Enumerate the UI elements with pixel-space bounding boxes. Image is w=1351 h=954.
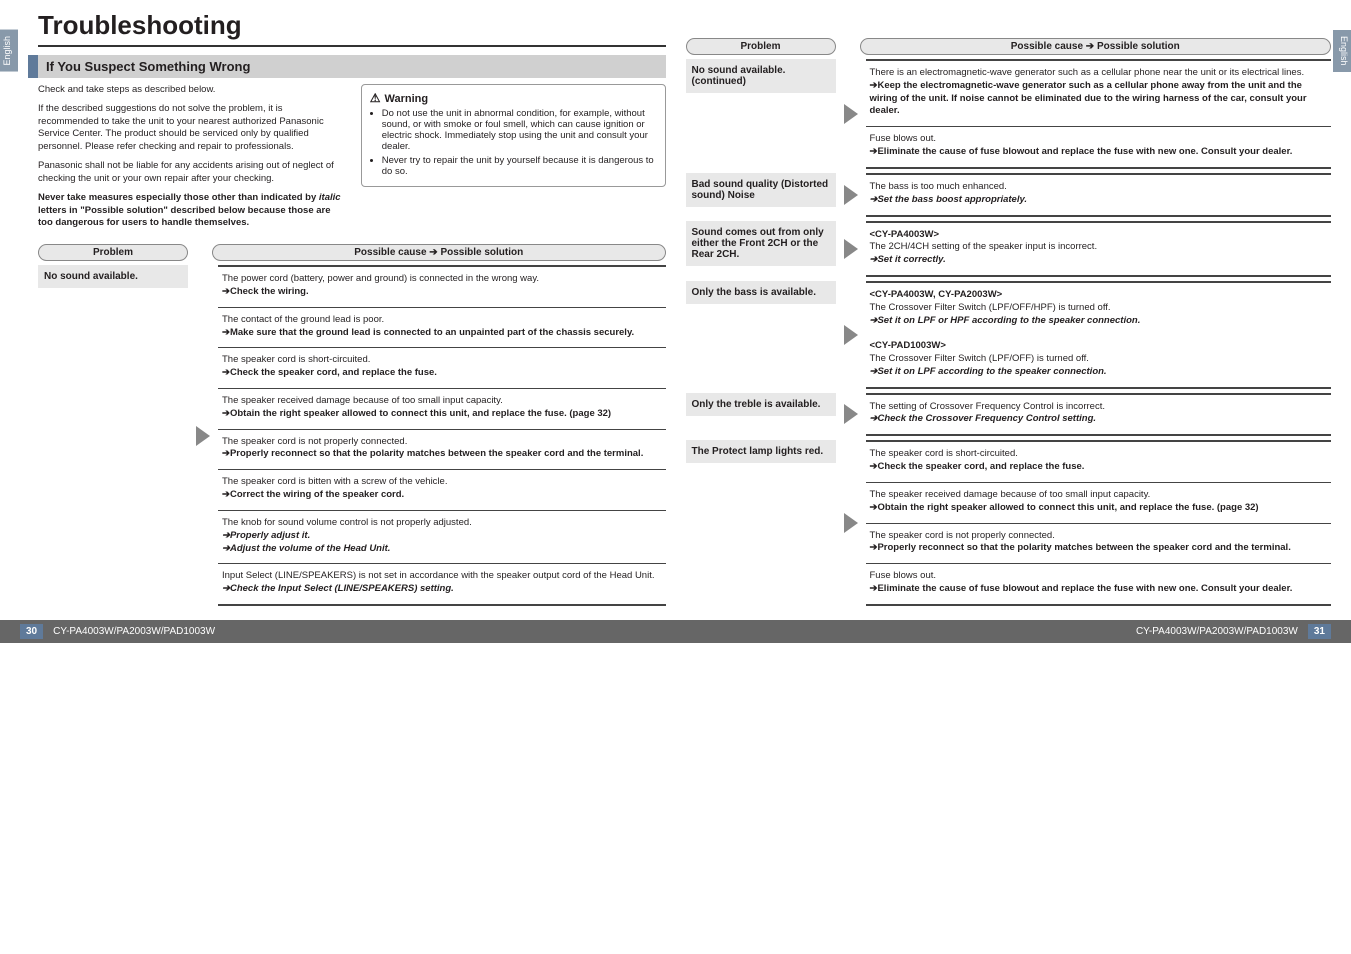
- cause-item: <CY-PA4003W> The 2CH/4CH setting of the …: [866, 221, 1332, 275]
- problem-label: Only the treble is available.: [686, 393, 836, 416]
- title-rule: [38, 45, 666, 47]
- warning-box: Warning Do not use the unit in abnormal …: [361, 84, 666, 187]
- arrow-icon: [844, 325, 858, 345]
- problem-label: Only the bass is available.: [686, 281, 836, 304]
- problem-label: The Protect lamp lights red.: [686, 440, 836, 463]
- arrow-icon: [844, 104, 858, 124]
- cause-item: The power cord (battery, power and groun…: [218, 265, 666, 307]
- footer-model-left: CY-PA4003W/PA2003W/PAD1003W: [53, 626, 215, 637]
- cause-item: The speaker cord is not properly connect…: [866, 523, 1332, 564]
- cause-item: The speaker received damage because of t…: [866, 482, 1332, 523]
- cause-item: <CY-PA4003W, CY-PA2003W> The Crossover F…: [866, 281, 1332, 387]
- intro-p2: If the described suggestions do not solv…: [38, 103, 343, 154]
- cause-item: The speaker received damage because of t…: [218, 388, 666, 429]
- warning-title: Warning: [370, 91, 657, 105]
- page-footer: 30 CY-PA4003W/PA2003W/PAD1003W CY-PA4003…: [0, 620, 1351, 643]
- arrow-icon: [844, 185, 858, 205]
- page-number-right: 31: [1308, 624, 1331, 639]
- cause-item: Input Select (LINE/SPEAKERS) is not set …: [218, 563, 666, 604]
- footer-model-right: CY-PA4003W/PA2003W/PAD1003W: [1136, 626, 1298, 637]
- intro-p3: Panasonic shall not be liable for any ac…: [38, 160, 343, 186]
- cause-item: The knob for sound volume control is not…: [218, 510, 666, 563]
- arrow-icon: [196, 426, 210, 446]
- language-tab-right: English: [1333, 30, 1351, 72]
- page-number-left: 30: [20, 624, 43, 639]
- column-header-cause: Possible cause ➔ Possible solution: [212, 244, 666, 261]
- cause-item: The speaker cord is short-circuited. Che…: [866, 440, 1332, 482]
- cause-item: The speaker cord is not properly connect…: [218, 429, 666, 470]
- section-heading: If You Suspect Something Wrong: [28, 55, 666, 78]
- arrow-icon: [844, 404, 858, 424]
- problem-label: No sound available. (continued): [686, 59, 836, 93]
- page-title: Troubleshooting: [38, 10, 666, 41]
- language-tab-left: English: [0, 30, 18, 72]
- cause-item: The speaker cord is bitten with a screw …: [218, 469, 666, 510]
- warning-item: Do not use the unit in abnormal conditio…: [382, 108, 657, 152]
- intro-p1: Check and take steps as described below.: [38, 84, 343, 97]
- intro-text: Check and take steps as described below.…: [38, 84, 343, 236]
- column-header-problem: Problem: [38, 244, 188, 261]
- cause-item: The setting of Crossover Frequency Contr…: [866, 393, 1332, 435]
- cause-item: Fuse blows out. Eliminate the cause of f…: [866, 563, 1332, 604]
- cause-item: Fuse blows out. Eliminate the cause of f…: [866, 126, 1332, 167]
- problem-label: Bad sound quality (Distorted sound) Nois…: [686, 173, 836, 207]
- cause-item: The speaker cord is short-circuited. Che…: [218, 347, 666, 388]
- cause-item: There is an electromagnetic-wave generat…: [866, 59, 1332, 126]
- problem-label: No sound available.: [38, 265, 188, 288]
- arrow-icon: [844, 513, 858, 533]
- column-header-cause: Possible cause ➔ Possible solution: [860, 38, 1332, 55]
- cause-item: The bass is too much enhanced. Set the b…: [866, 173, 1332, 215]
- problem-label: Sound comes out from only either the Fro…: [686, 221, 836, 266]
- warning-item: Never try to repair the unit by yourself…: [382, 155, 657, 177]
- arrow-icon: [844, 239, 858, 259]
- intro-p4: Never take measures especially those oth…: [38, 192, 343, 230]
- column-header-problem: Problem: [686, 38, 836, 55]
- cause-item: The contact of the ground lead is poor. …: [218, 307, 666, 348]
